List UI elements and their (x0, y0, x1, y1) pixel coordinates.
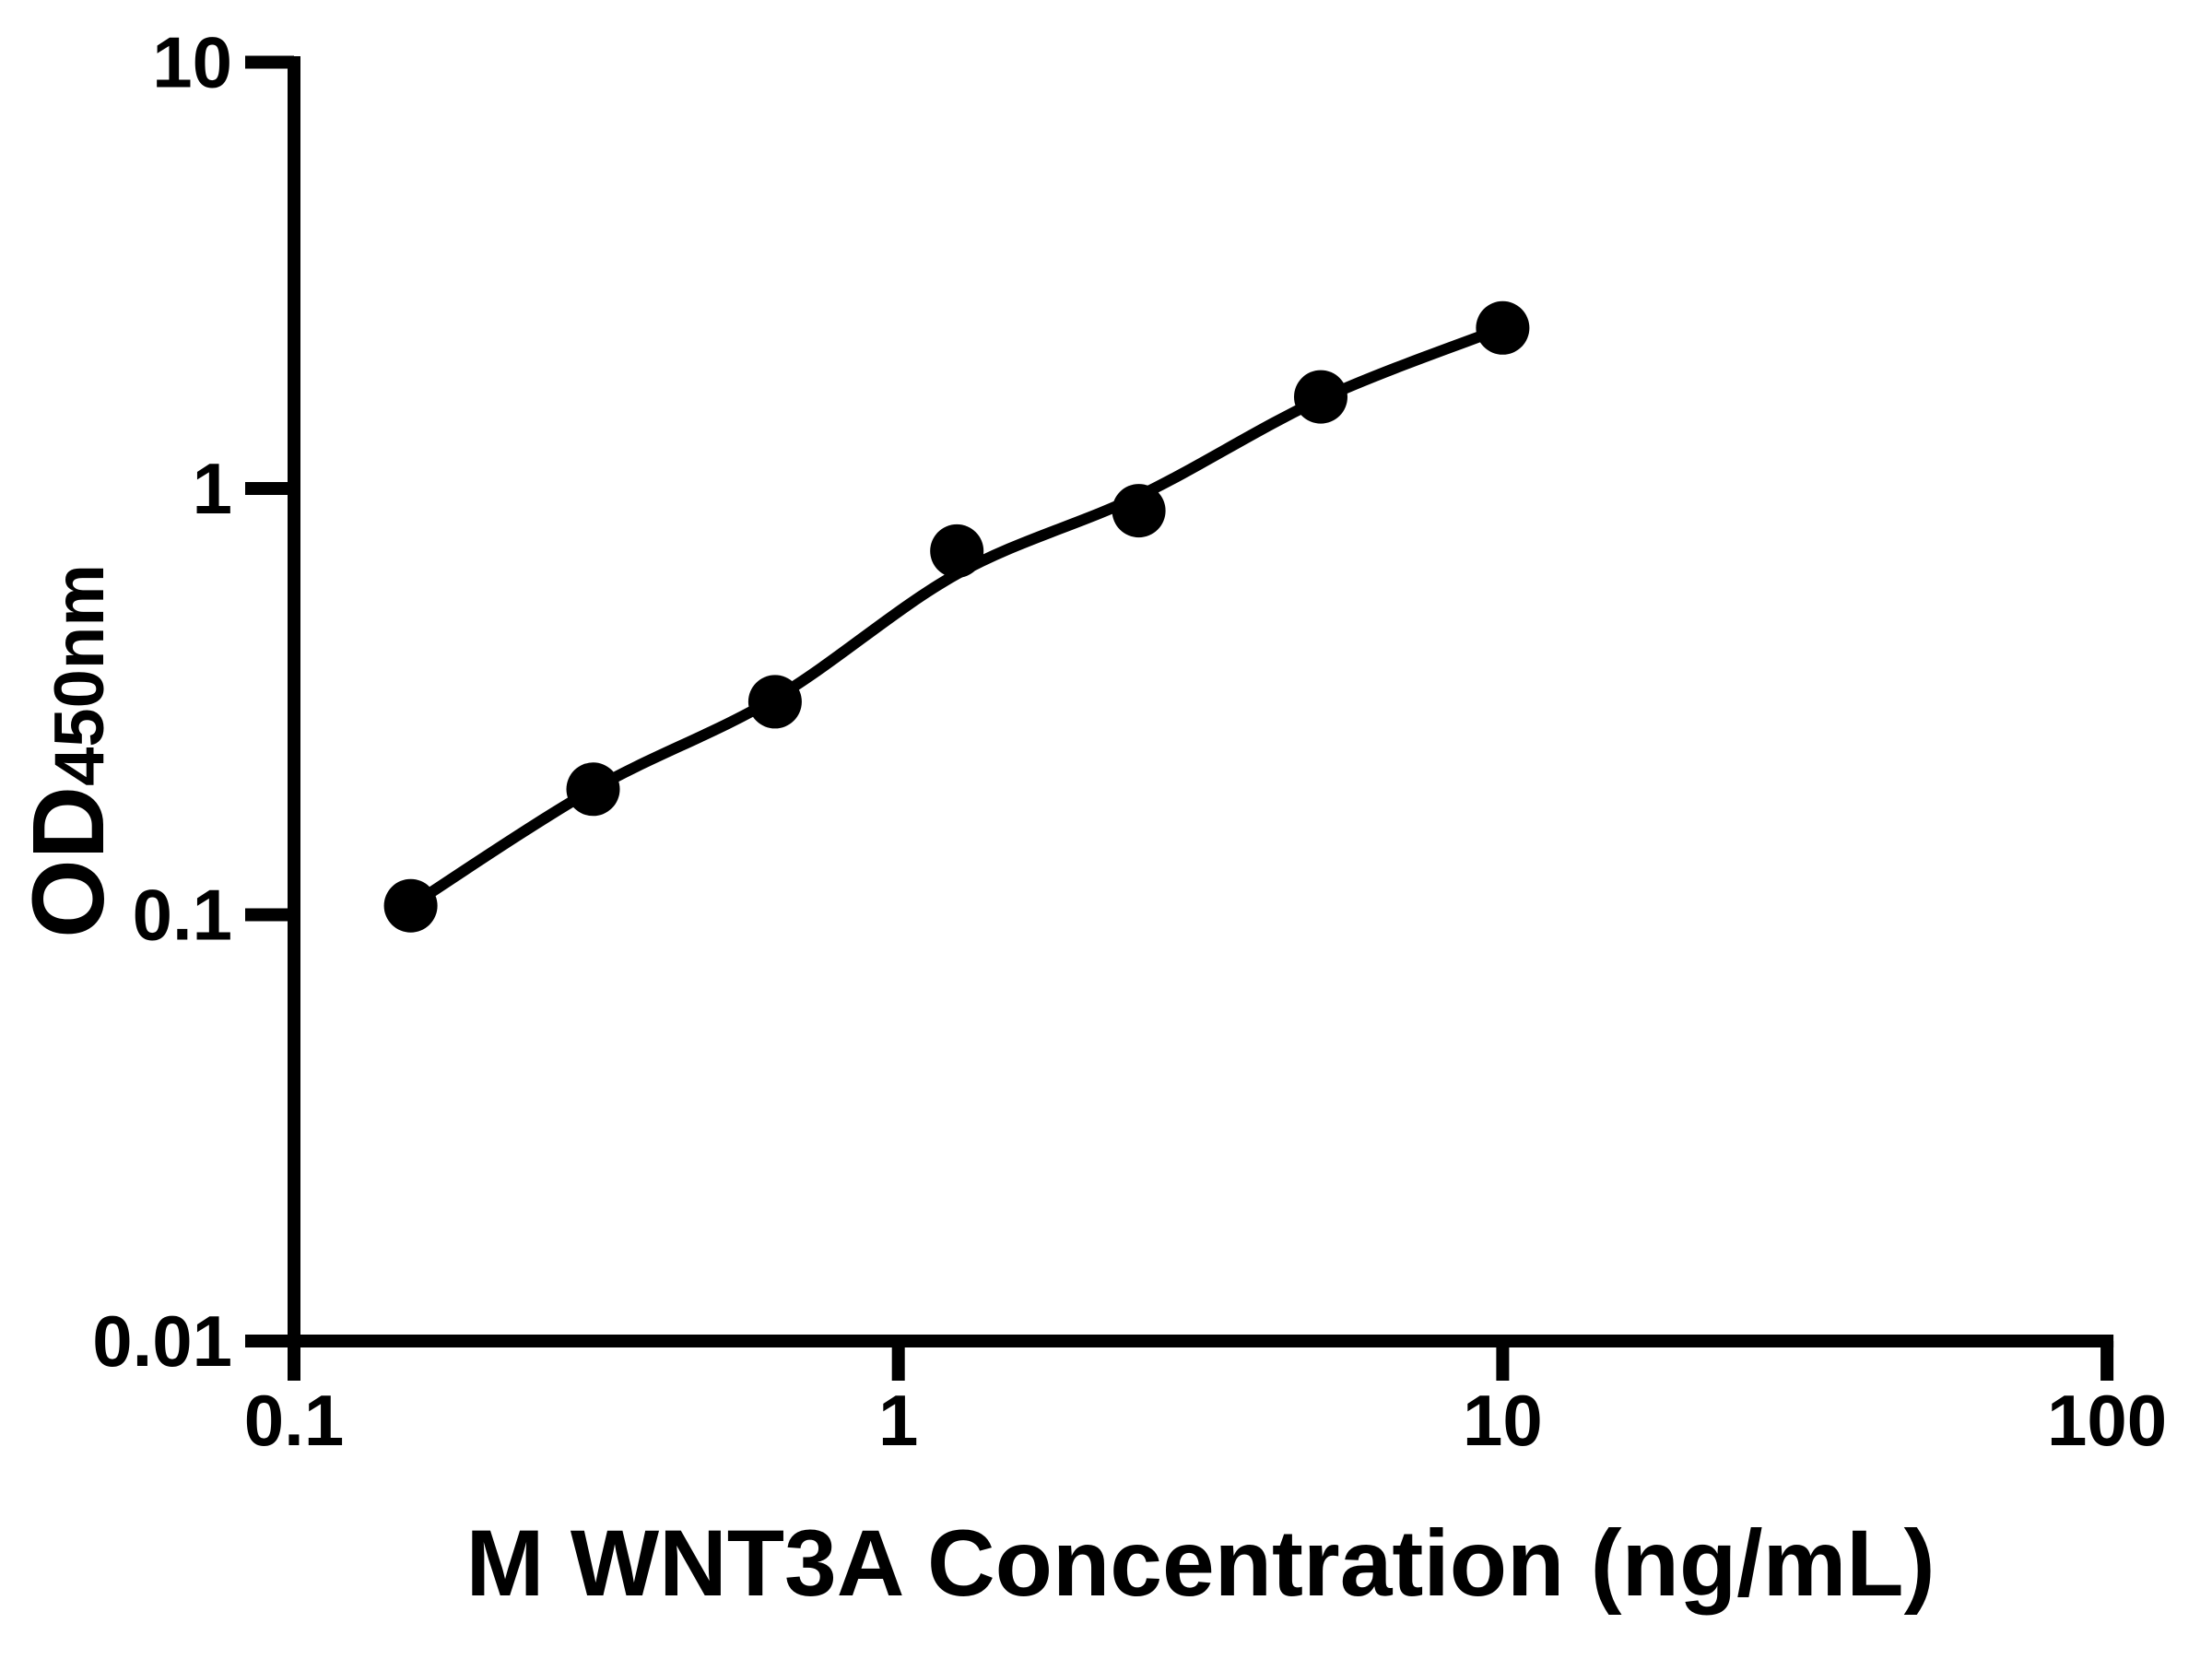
data-point (383, 878, 438, 933)
data-point (747, 675, 802, 729)
y-axis-title: OD450nm (12, 564, 125, 938)
x-axis-title: M WNT3A Concentration (ng/mL) (466, 1511, 1936, 1616)
y-tick-label: 1 (193, 448, 232, 529)
y-tick-label: 0.01 (92, 1300, 232, 1382)
data-point (566, 762, 620, 817)
y-tick-label: 0.1 (133, 875, 232, 956)
x-tick-label: 1 (878, 1380, 918, 1461)
data-point (1476, 300, 1530, 355)
x-tick-label: 0.1 (244, 1380, 344, 1461)
data-point (1112, 484, 1166, 538)
data-point (930, 524, 984, 578)
y-tick-label: 10 (152, 22, 232, 103)
x-tick-label: 10 (1463, 1380, 1543, 1461)
y-axis-title-subscript: 450nm (41, 564, 119, 786)
x-tick-label: 100 (2047, 1380, 2167, 1461)
data-point (1294, 370, 1347, 424)
y-axis-title-main: OD (12, 786, 125, 938)
